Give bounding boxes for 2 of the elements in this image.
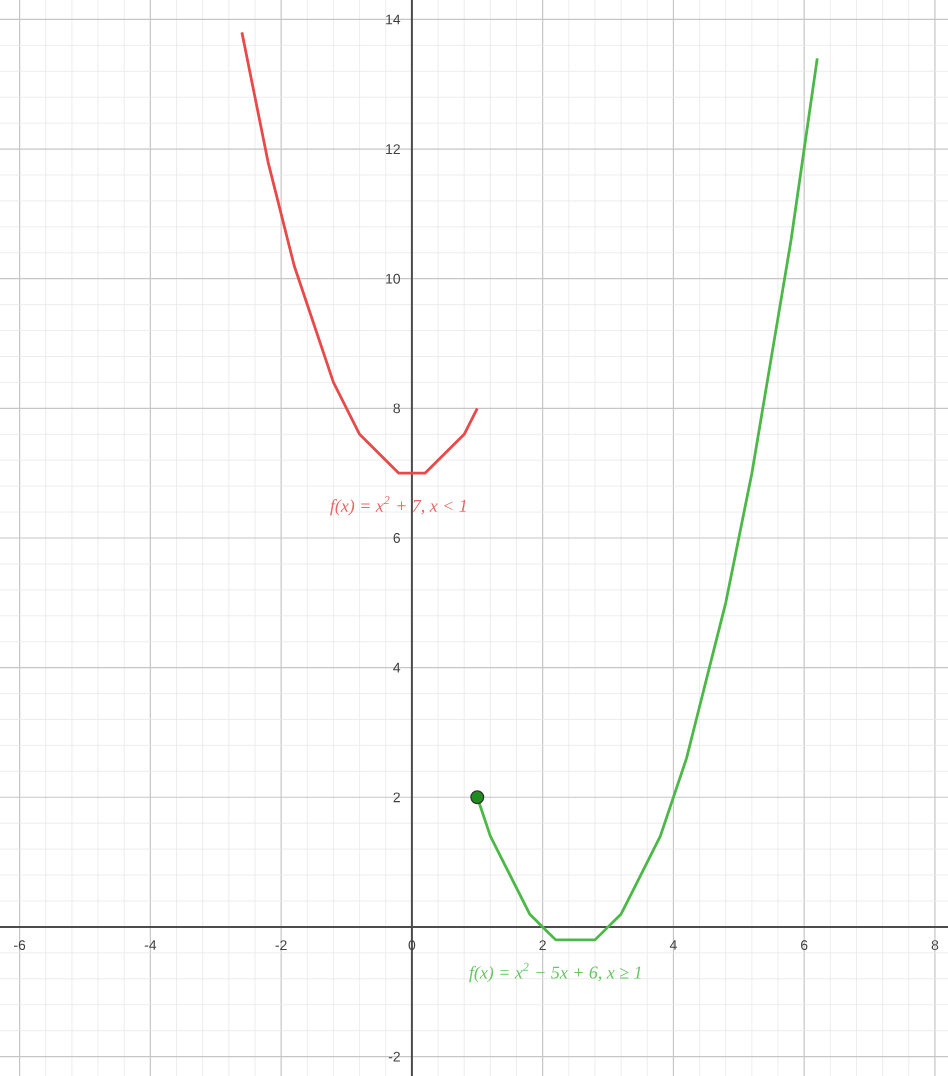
series-label: f(x) = x$^{2}$ − 5x + 6, x ≥ 1 <box>469 962 641 983</box>
series-label: f(x) = x$^{2}$ + 7, x < 1 <box>330 496 466 516</box>
